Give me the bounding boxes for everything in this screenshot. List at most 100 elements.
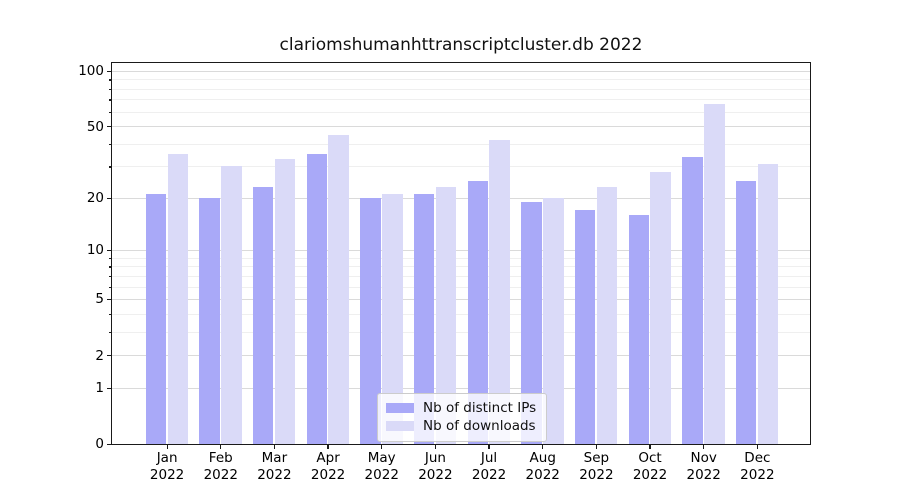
major-gridline (112, 126, 810, 128)
x-tick-label-line: Sep (583, 450, 610, 466)
bar-downloads (274, 159, 296, 444)
x-tick-label-line: Aug (529, 450, 556, 466)
y-minor-tick-mark (109, 275, 112, 278)
x-tick-label-line: 2022 (364, 467, 399, 483)
y-minor-tick-mark (109, 313, 112, 316)
x-tick-mark (488, 444, 490, 449)
x-tick-label-line: 2022 (310, 467, 346, 483)
bar-distinct-ips (628, 215, 650, 444)
x-tick-label-line: 2022 (579, 467, 614, 483)
bar-distinct-ips (199, 197, 220, 444)
x-tick-label-line: Nov (690, 450, 717, 466)
x-tick-label-line: Jun (424, 450, 446, 466)
bar-distinct-ips (145, 194, 167, 444)
x-tick-label-line: 2022 (686, 467, 721, 483)
y-tick-mark (107, 70, 112, 72)
x-tick-label-line: 2022 (149, 467, 185, 483)
minor-gridline (112, 166, 810, 168)
bar-distinct-ips (306, 154, 328, 444)
bar-downloads (328, 134, 349, 444)
x-tick-mark (381, 444, 383, 449)
bar-downloads (382, 194, 403, 444)
x-tick-label-line: 2022 (740, 467, 775, 483)
x-tick-mark (756, 444, 759, 449)
x-tick-mark (542, 444, 544, 449)
x-tick-mark (649, 444, 651, 449)
legend-item-distinct-ips: Nb of distinct IPs (386, 399, 536, 417)
minor-gridline (112, 286, 810, 288)
x-tick-label: Oct 2022 (618, 450, 682, 484)
x-tick-label: Jun 2022 (403, 450, 467, 484)
y-tick-mark (107, 298, 112, 301)
major-gridline (112, 71, 810, 72)
x-tick-label-line: Feb (208, 450, 233, 466)
y-tick-label: 20 (86, 190, 104, 207)
y-tick-mark (107, 197, 112, 199)
minor-gridline (112, 275, 810, 277)
x-tick-label-line: Dec (744, 450, 771, 466)
bar-downloads (435, 187, 457, 444)
y-tick-mark (107, 249, 112, 252)
y-minor-tick-mark (109, 331, 112, 334)
x-tick-label: Sep 2022 (564, 450, 628, 484)
y-minor-tick-mark (109, 286, 112, 288)
minor-gridline (112, 143, 810, 145)
bar-downloads (596, 187, 618, 444)
y-tick-mark (107, 125, 112, 128)
y-tick-mark (107, 354, 112, 357)
major-gridline (112, 355, 810, 357)
y-tick-label: 100 (78, 63, 104, 80)
x-tick-label: Aug 2022 (511, 450, 575, 484)
minor-gridline (112, 266, 810, 268)
x-tick-mark (166, 444, 168, 449)
bar-downloads (489, 140, 510, 444)
bar-downloads (167, 154, 188, 444)
x-tick-label-line: May (367, 450, 396, 466)
x-tick-label-line: Apr (316, 450, 340, 466)
x-tick-label-line: 2022 (471, 467, 507, 483)
bar-downloads (650, 171, 671, 444)
x-tick-mark (220, 444, 222, 449)
minor-gridline (112, 99, 810, 101)
x-tick-label-line: 2022 (203, 467, 238, 483)
legend: Nb of distinct IPs Nb of downloads (377, 393, 548, 442)
bar-downloads (543, 197, 564, 444)
legend-swatch-distinct-ips (386, 402, 414, 414)
x-tick-label: Dec 2022 (725, 450, 789, 484)
bar-downloads (757, 163, 779, 444)
x-tick-label: May 2022 (350, 450, 414, 484)
legend-item-downloads: Nb of downloads (386, 417, 536, 435)
major-gridline (112, 387, 810, 389)
x-tick-mark (327, 444, 329, 449)
y-minor-tick-mark (109, 257, 112, 259)
x-tick-label-line: 2022 (632, 467, 668, 483)
major-gridline (112, 299, 810, 301)
x-tick-label: Feb 2022 (189, 450, 253, 484)
bar-distinct-ips (521, 201, 542, 444)
y-minor-tick-mark (109, 99, 112, 101)
minor-gridline (112, 111, 810, 113)
x-tick-label: Jan 2022 (135, 450, 199, 484)
x-tick-label-line: Mar (261, 450, 288, 466)
x-tick-label: Mar 2022 (242, 450, 306, 484)
y-tick-label: 2 (95, 347, 104, 364)
minor-gridline (112, 79, 810, 81)
x-tick-mark (273, 444, 276, 449)
x-tick-label-line: 2022 (418, 467, 453, 483)
legend-swatch-downloads (386, 420, 414, 432)
y-tick-label: 0 (95, 436, 104, 453)
bar-distinct-ips (735, 180, 757, 444)
major-gridline (112, 197, 810, 199)
minor-gridline (112, 331, 810, 333)
minor-gridline (112, 313, 810, 315)
minor-gridline (112, 257, 810, 259)
plot-area (111, 62, 811, 445)
y-minor-tick-mark (109, 143, 112, 145)
x-tick-label-line: 2022 (525, 467, 560, 483)
y-tick-label: 5 (95, 291, 104, 308)
x-tick-label-line: Jul (480, 450, 498, 466)
x-tick-mark (595, 444, 598, 449)
bar-distinct-ips (574, 210, 596, 444)
legend-label: Nb of downloads (423, 418, 536, 434)
